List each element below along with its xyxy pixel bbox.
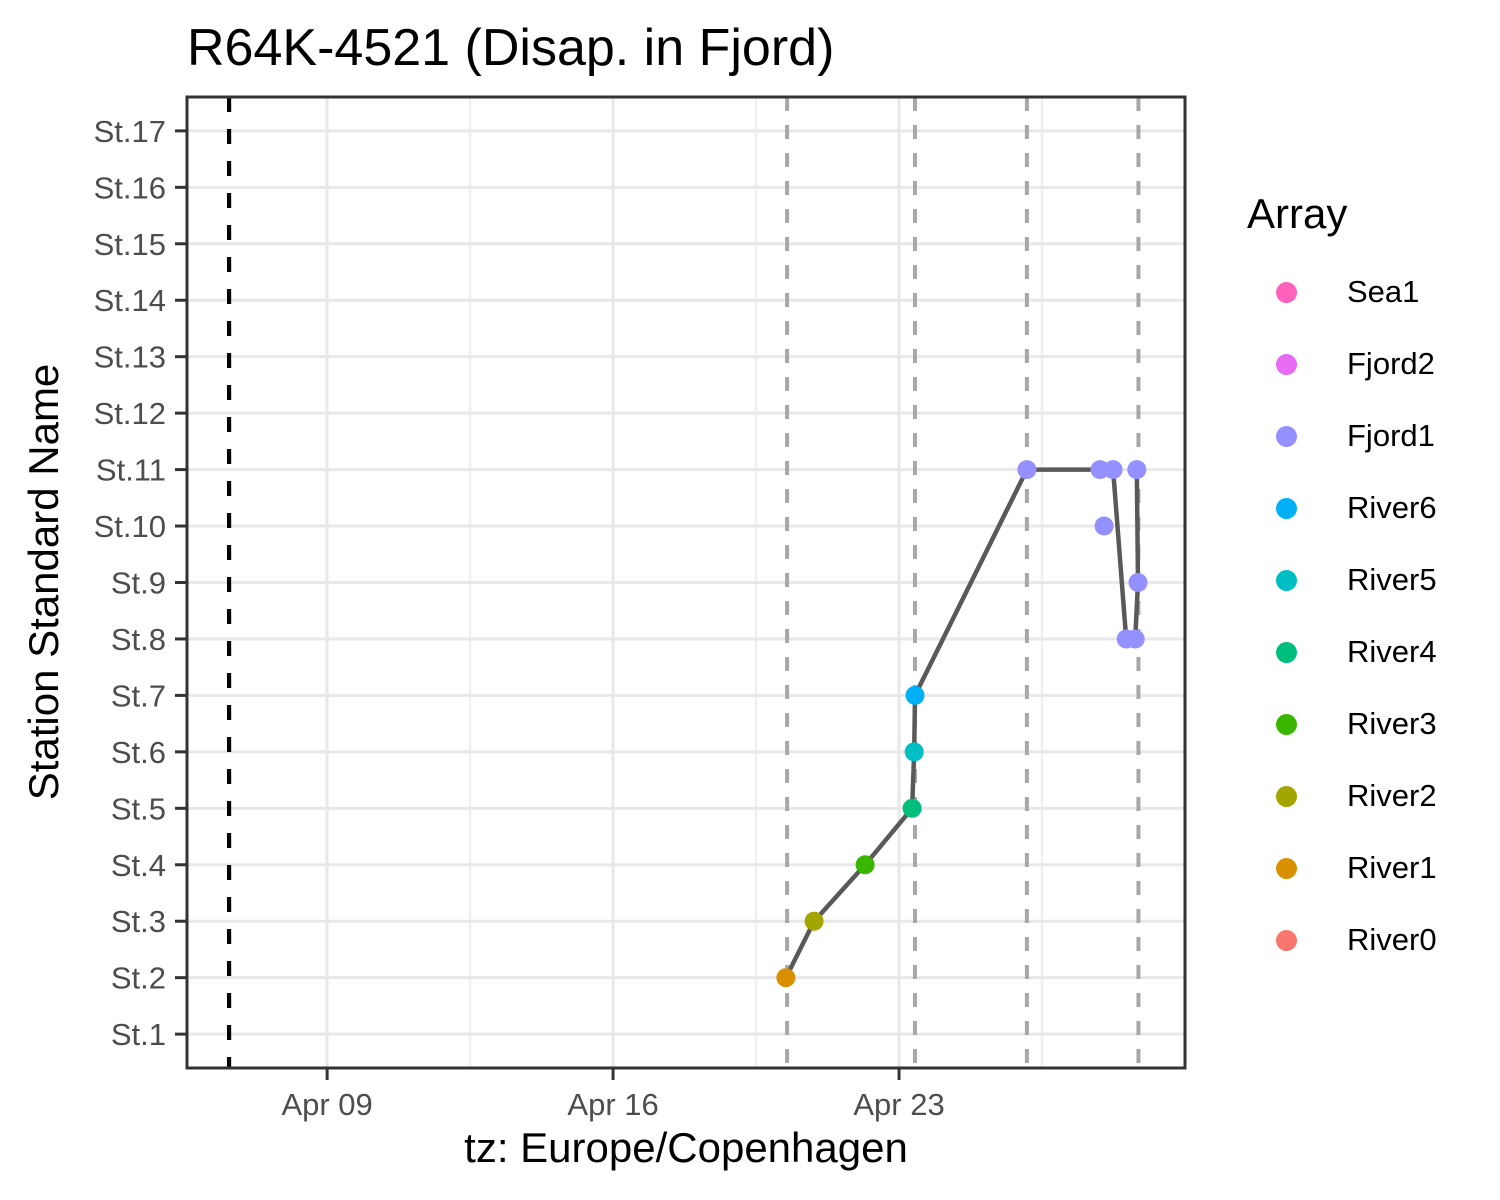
legend-item-label: River3 <box>1347 706 1437 741</box>
legend-item-river5: River5 <box>1265 544 1437 616</box>
x-tick-label: Apr 16 <box>567 1087 658 1122</box>
y-tick-label: St.4 <box>111 848 166 883</box>
legend-swatch-icon <box>1276 785 1297 807</box>
legend-item-fjord2: Fjord2 <box>1265 328 1437 400</box>
y-tick-label: St.8 <box>111 622 166 657</box>
legend-swatch-icon <box>1276 713 1297 735</box>
data-point-river6-st7 <box>905 685 925 705</box>
legend-item-label: River1 <box>1347 850 1437 885</box>
y-axis-title: Station Standard Name <box>20 363 67 801</box>
y-tick-label: St.9 <box>111 566 166 601</box>
data-point-fjord1-st10 <box>1094 516 1114 536</box>
legend-swatch-icon <box>1276 929 1297 951</box>
y-tick-label: St.1 <box>111 1017 166 1052</box>
y-tick-label: St.14 <box>94 283 166 318</box>
legend-swatch-icon <box>1276 353 1297 375</box>
y-tick-label: St.3 <box>111 904 166 939</box>
data-point-fjord1-st9 <box>1128 573 1148 592</box>
data-point-fjord1-st11 <box>1017 460 1037 480</box>
legend-item-river4: River4 <box>1265 616 1437 688</box>
y-tick-label: St.12 <box>94 396 166 431</box>
data-point-fjord1-st11 <box>1127 460 1147 480</box>
legend-item-river6: River6 <box>1265 472 1437 544</box>
y-tick-label: St.11 <box>96 453 166 488</box>
y-tick-label: St.15 <box>94 227 166 262</box>
legend-swatch-icon <box>1276 641 1297 663</box>
legend-item-label: River5 <box>1347 562 1437 597</box>
legend-swatch-icon <box>1276 857 1297 879</box>
data-point-river4-st5 <box>902 798 922 818</box>
y-tick-label: St.10 <box>94 509 166 544</box>
data-point-fjord1-st8 <box>1125 629 1145 649</box>
data-point-river3-st4 <box>855 855 875 875</box>
legend-item-label: River6 <box>1347 490 1437 525</box>
data-point-river1-st2 <box>776 968 796 988</box>
plot-title: R64K-4521 (Disap. in Fjord) <box>187 19 835 77</box>
legend-item-label: River2 <box>1347 778 1437 813</box>
legend-item-sea1: Sea1 <box>1265 256 1437 328</box>
y-tick-label: St.2 <box>111 961 166 996</box>
legend-item-label: Fjord1 <box>1347 418 1435 453</box>
data-point-river5-st6 <box>904 742 924 762</box>
y-tick-label: St.17 <box>94 114 166 149</box>
legend-item-river0: River0 <box>1265 904 1437 976</box>
data-point-fjord1-st11 <box>1103 460 1123 480</box>
legend-title: Array <box>1247 190 1348 237</box>
x-tick-label: Apr 23 <box>853 1087 944 1122</box>
legend-item-fjord1: Fjord1 <box>1265 400 1437 472</box>
legend-item-label: Fjord2 <box>1347 346 1435 381</box>
legend-item-river3: River3 <box>1265 688 1437 760</box>
legend-swatch-icon <box>1276 569 1297 591</box>
y-tick-label: St.5 <box>111 791 166 826</box>
legend-swatch-icon <box>1276 425 1297 447</box>
data-point-fjord1-st11 <box>1090 460 1110 480</box>
legend-item-river1: River1 <box>1265 832 1437 904</box>
legend-item-river2: River2 <box>1265 760 1437 832</box>
legend-item-label: River0 <box>1347 922 1437 957</box>
legend-item-label: Sea1 <box>1347 274 1420 309</box>
x-tick-label: Apr 09 <box>281 1087 372 1122</box>
y-tick-label: St.16 <box>94 170 166 205</box>
y-tick-label: St.6 <box>111 735 166 770</box>
legend-item-label: River4 <box>1347 634 1437 669</box>
y-tick-label: St.13 <box>94 340 166 375</box>
x-axis-title: tz: Europe/Copenhagen <box>464 1124 908 1171</box>
legend-items: Sea1 Fjord2 Fjord1 River6 River5 River4 River3… <box>1265 256 1437 976</box>
legend-swatch-icon <box>1276 497 1297 519</box>
data-point-river2-st3 <box>804 911 824 931</box>
y-tick-label: St.7 <box>111 678 166 713</box>
legend-swatch-icon <box>1276 281 1297 303</box>
